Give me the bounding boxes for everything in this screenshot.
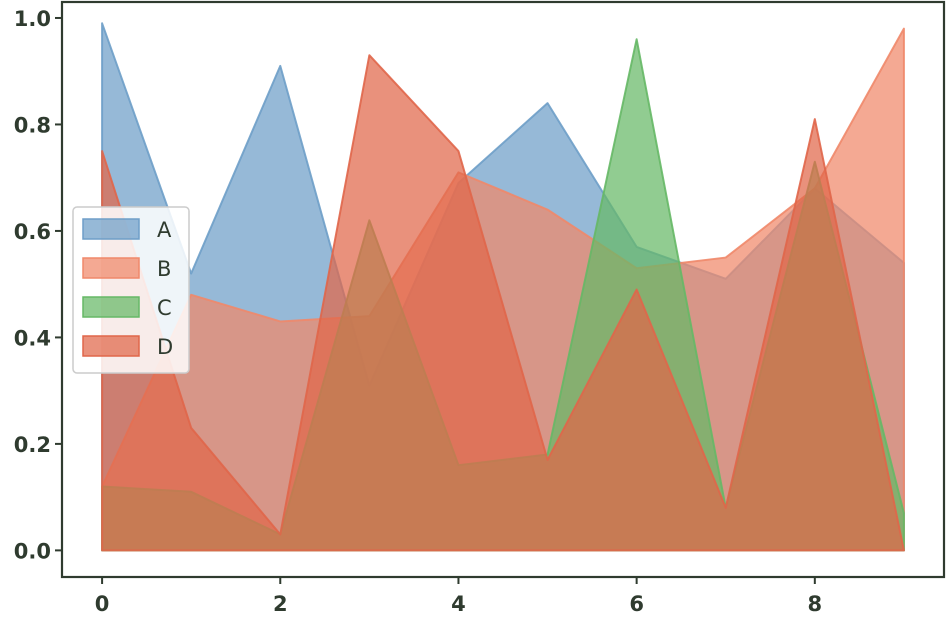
y-tick-label: 0.4 <box>14 326 51 350</box>
area-D <box>101 54 905 552</box>
areas-layer <box>101 22 905 552</box>
x-tick-label: 6 <box>629 592 644 616</box>
x-tick-label: 4 <box>451 592 466 616</box>
y-tick-label: 1.0 <box>14 7 51 31</box>
y-tick-label: 0.6 <box>14 220 51 244</box>
legend-label-D: D <box>157 335 173 359</box>
legend-swatch-D <box>82 335 140 357</box>
y-tick-label: 0.2 <box>14 433 51 457</box>
legend-swatch-B <box>82 257 140 279</box>
series-D <box>101 54 905 552</box>
axes-layer: 0 2 4 6 8 0.0 0.2 0.4 0.6 0.8 1.0 <box>14 0 946 616</box>
y-tick-label: 0.8 <box>14 113 51 137</box>
legend-swatch-C <box>82 296 140 318</box>
x-tick-label: 2 <box>273 592 288 616</box>
legend-label-C: C <box>157 296 172 320</box>
legend-box <box>72 206 190 374</box>
legend-label-B: B <box>157 257 171 281</box>
legend-swatch-A <box>82 218 140 240</box>
plot-frame <box>60 0 946 579</box>
y-tick-label: 0.0 <box>14 539 51 563</box>
x-tick-label: 0 <box>95 592 110 616</box>
x-tick-label: 8 <box>808 592 823 616</box>
legend-label-A: A <box>157 218 172 242</box>
